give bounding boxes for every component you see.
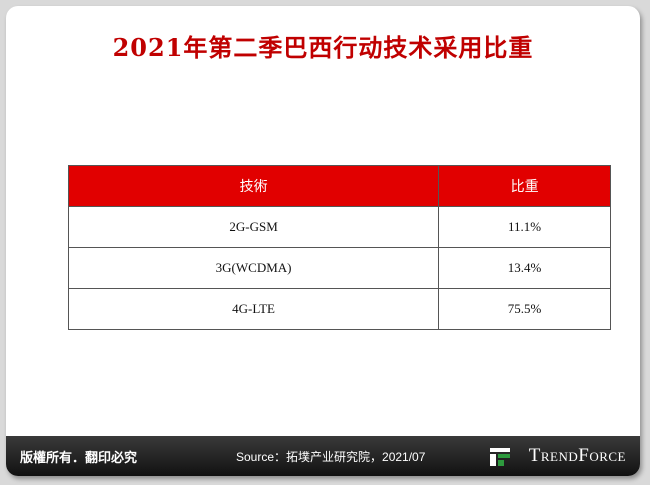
title: 2021年第二季巴西行动技术采用比重 bbox=[112, 33, 534, 62]
source: Source：拓墣产业研究院，2021/07 bbox=[236, 450, 426, 464]
table-cell: 3G(WCDMA) bbox=[67, 247, 440, 289]
header-row: 技術 比重 bbox=[67, 165, 611, 207]
table-body: 2G-GSM 11.1% 3G(WCDMA) 13.4% 4G-LTE 75.5% bbox=[67, 206, 611, 330]
table-cell: 75.5% bbox=[438, 288, 611, 330]
footer: 版權所有．翻印必究 Source：拓墣产业研究院，2021/07 TrendFo… bbox=[6, 436, 640, 476]
table-row: 3G(WCDMA) 13.4% bbox=[67, 247, 611, 289]
slide: 2021年第二季巴西行动技术采用比重 技術 比重 2G-GSM 11.1% 3G(W… bbox=[6, 6, 640, 476]
table-cell: 4G-LTE bbox=[67, 288, 440, 330]
copyright: 版權所有．翻印必究 bbox=[20, 450, 138, 465]
column-header: 比重 bbox=[438, 165, 611, 207]
column-header: 技術 bbox=[67, 165, 440, 207]
logo: TrendForce bbox=[528, 445, 626, 466]
table-cell: 2G-GSM bbox=[67, 206, 440, 248]
table: 技術 比重 2G-GSM 11.1% 3G(WCDMA) 13.4% 4G-LTE 75.… bbox=[67, 165, 611, 330]
table-row: 2G-GSM 11.1% bbox=[67, 206, 611, 248]
table-cell: 13.4% bbox=[438, 247, 611, 289]
table-cell: 11.1% bbox=[438, 206, 611, 248]
table-row: 4G-LTE 75.5% bbox=[67, 288, 611, 330]
logo-icon bbox=[490, 448, 510, 466]
